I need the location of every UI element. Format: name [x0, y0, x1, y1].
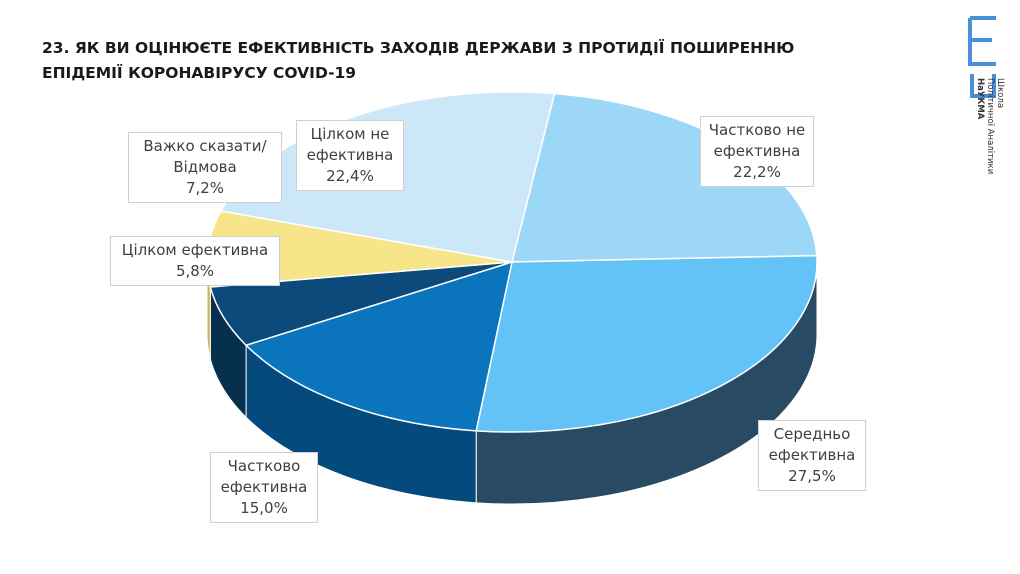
chart-title: 23. ЯК ВИ ОЦІНЮЄТЕ ЕФЕКТИВНІСТЬ ЗАХОДІВ …: [42, 39, 795, 82]
data-label-value: 22,4%: [326, 167, 374, 185]
data-label: Цілком ефективна 5,8%: [110, 236, 280, 286]
pie-slice: [244, 260, 513, 432]
logo-text: Школа Політичної Аналітики НаУКМА: [975, 78, 1005, 198]
data-label: Цілком не ефективна 22,4%: [296, 120, 404, 191]
data-label: Важко сказати/Відмова 7,2%: [128, 132, 282, 203]
data-label-value: 7,2%: [185, 179, 225, 197]
data-label-value: 5,8%: [175, 262, 215, 280]
data-label-category: Цілком ефективна: [121, 241, 269, 259]
pie-slice: [475, 254, 818, 433]
data-label-category: Цілком не ефективна: [306, 125, 394, 164]
data-label-category: Середньо ефективна: [768, 425, 856, 464]
logo-line: НаУКМА: [975, 78, 985, 120]
data-label-value: 27,5%: [788, 467, 836, 485]
data-label: Частково ефективна 15,0%: [210, 452, 318, 523]
data-label: Середньо ефективна 27,5%: [758, 420, 866, 491]
data-label-value: 22,2%: [733, 163, 781, 181]
data-label-category: Частково ефективна: [220, 457, 308, 496]
data-label-category: Частково не ефективна: [708, 121, 806, 160]
logo-icon: [968, 16, 996, 98]
logo-line: Школа: [995, 78, 1005, 109]
data-label-category: Важко сказати/Відмова: [143, 137, 267, 176]
logo-line: Політичної Аналітики: [985, 78, 995, 175]
data-label-value: 15,0%: [240, 499, 288, 517]
data-label: Частково не ефективна 22,2%: [700, 116, 814, 187]
